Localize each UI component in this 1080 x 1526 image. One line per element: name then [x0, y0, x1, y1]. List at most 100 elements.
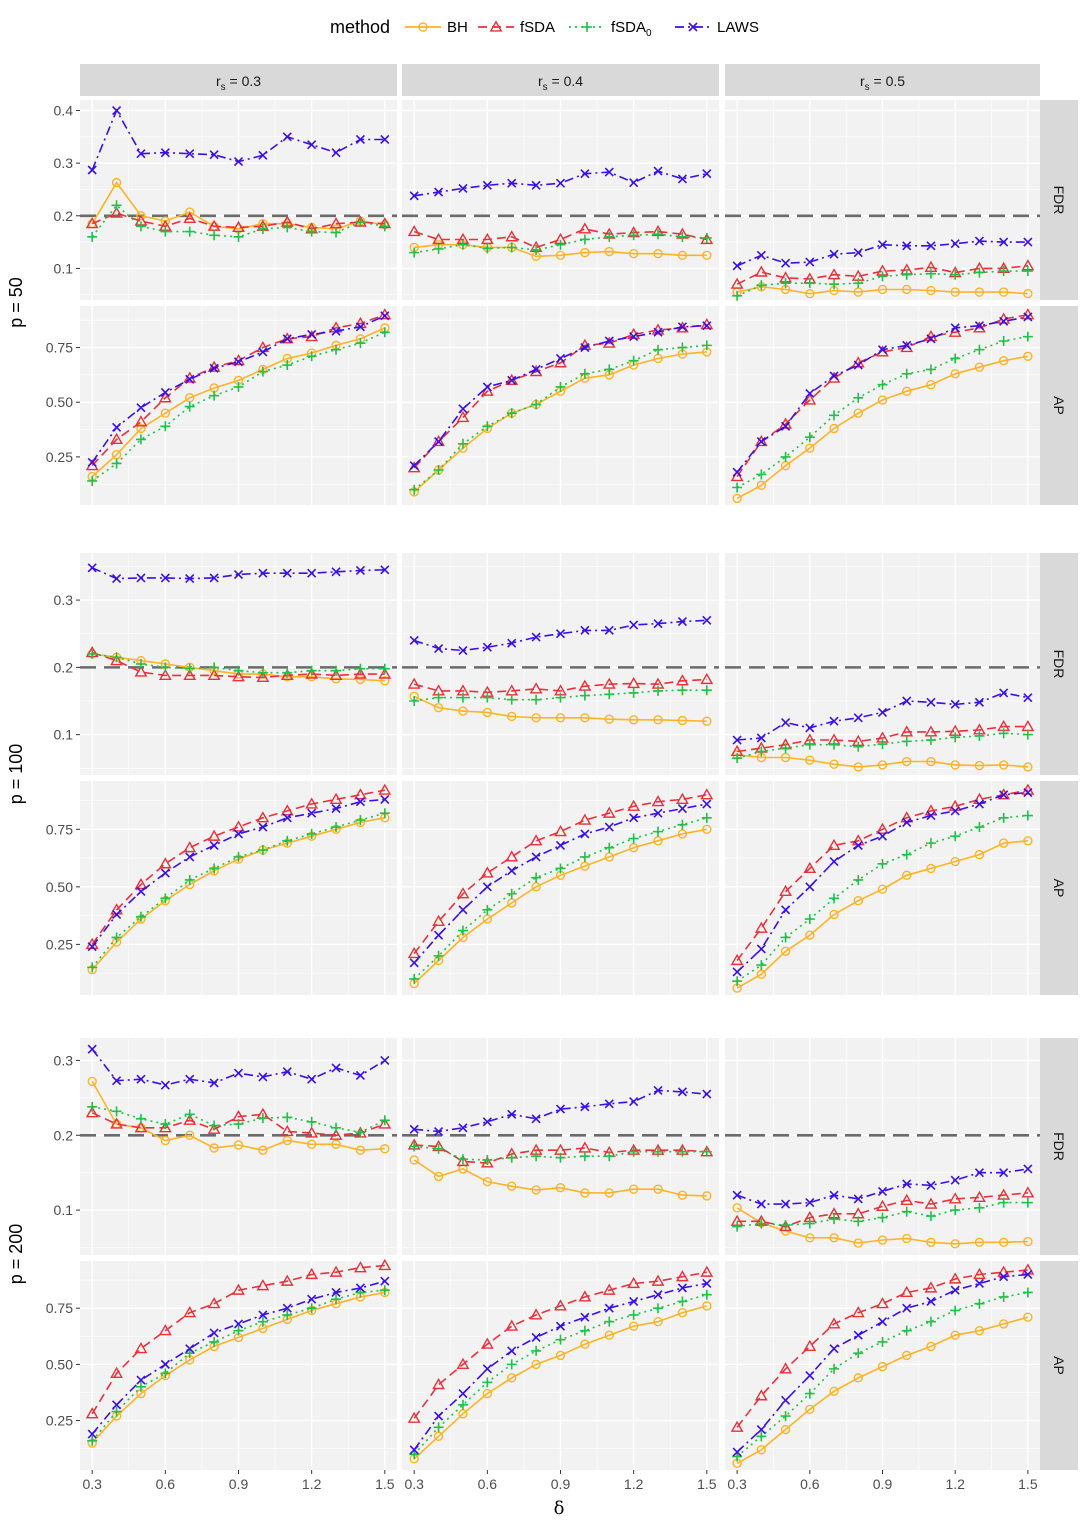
data-point: [677, 1087, 687, 1097]
data-point: [829, 410, 840, 421]
data-point: [482, 692, 493, 703]
data-point: [209, 863, 220, 874]
series-line: [736, 1316, 1029, 1464]
data-point: [604, 852, 614, 862]
data-point: [653, 619, 663, 629]
row-group-label: p = 100: [6, 744, 26, 805]
data-point: [409, 635, 419, 646]
y-tick-label: 0.4: [54, 103, 74, 119]
data-point: [1023, 836, 1033, 846]
data-point: [653, 1146, 664, 1157]
data-point: [732, 735, 742, 745]
data-point: [506, 1152, 517, 1163]
data-point: [677, 819, 688, 830]
data-point: [458, 645, 468, 656]
data-point: [1023, 237, 1033, 247]
data-point: [877, 271, 888, 282]
data-point: [185, 573, 195, 584]
data-point: [432, 1377, 445, 1390]
data-point: [160, 573, 170, 583]
data-point: [307, 568, 317, 578]
legend-label: fSDA: [520, 19, 555, 36]
data-point: [531, 180, 541, 190]
data-point: [926, 334, 936, 344]
data-point: [507, 866, 517, 876]
y-tick-label: 0.50: [46, 879, 73, 895]
data-point: [877, 1336, 888, 1347]
data-point: [457, 925, 468, 936]
data-point: [555, 629, 566, 639]
data-point: [950, 1175, 960, 1185]
data-point: [482, 642, 492, 652]
data-point: [604, 822, 614, 832]
data-point: [433, 243, 444, 254]
series-line: [736, 285, 1028, 295]
data-point: [160, 662, 171, 673]
data-point: [507, 638, 517, 648]
data-point: [902, 1350, 912, 1361]
data-point: [482, 1388, 493, 1399]
data-point: [506, 694, 517, 705]
x-tick-label: 0.3: [404, 1476, 424, 1492]
data-point: [185, 1130, 195, 1140]
data-point: [355, 815, 366, 826]
data-point: [756, 480, 767, 491]
data-point: [135, 1113, 146, 1124]
data-point: [781, 1199, 791, 1209]
y-tick-label: 0.2: [54, 1127, 74, 1143]
data-point: [628, 833, 639, 844]
data-point: [457, 438, 468, 449]
facet-panel: 0.1 0.2 0.3: [54, 553, 397, 775]
data-point: [756, 960, 767, 971]
data-point: [604, 1330, 614, 1340]
data-point: [280, 1124, 294, 1137]
series-fSDA0: [732, 266, 1033, 301]
data-point: [853, 762, 863, 772]
data-point: [653, 1184, 663, 1194]
data-point: [160, 148, 170, 158]
x-tick-label: 1.5: [375, 1476, 395, 1492]
series-line: [413, 228, 707, 249]
x-axis-title: δ: [554, 1498, 565, 1519]
data-point: [480, 232, 494, 245]
data-point: [997, 788, 1011, 800]
data-point: [829, 371, 839, 381]
data-point: [805, 1233, 815, 1243]
data-point: [877, 1212, 888, 1223]
data-point: [604, 1188, 614, 1198]
series-LAWS: [409, 1085, 712, 1137]
data-point: [677, 1307, 688, 1318]
data-point: [974, 849, 985, 860]
data-point: [136, 423, 146, 434]
series-fSDA: [407, 1265, 714, 1423]
data-point: [1023, 312, 1033, 322]
data-point: [482, 707, 493, 718]
metric-strip-label: AP: [1051, 879, 1067, 898]
data-point: [702, 615, 712, 625]
y-tick-label: 0.75: [46, 821, 73, 837]
data-point: [407, 946, 421, 959]
data-point: [877, 284, 888, 295]
data-point: [160, 1135, 171, 1146]
data-point: [732, 493, 742, 504]
data-point: [331, 665, 342, 676]
data-point: [87, 231, 98, 242]
data-point: [507, 178, 517, 188]
series-BH: [409, 1301, 712, 1464]
data-point: [380, 1276, 390, 1286]
data-point: [136, 211, 146, 221]
data-point: [355, 322, 365, 332]
data-point: [702, 1301, 712, 1311]
metric-strip: [1040, 553, 1078, 775]
data-point: [185, 374, 195, 384]
data-point: [999, 790, 1009, 800]
data-point: [1022, 1197, 1033, 1208]
data-point: [306, 1139, 317, 1149]
data-point: [110, 1366, 123, 1378]
data-point: [456, 1154, 470, 1167]
data-point: [950, 1239, 960, 1249]
data-point: [135, 911, 146, 922]
data-point: [480, 866, 494, 878]
data-point: [457, 1399, 468, 1410]
data-point: [134, 1342, 148, 1354]
